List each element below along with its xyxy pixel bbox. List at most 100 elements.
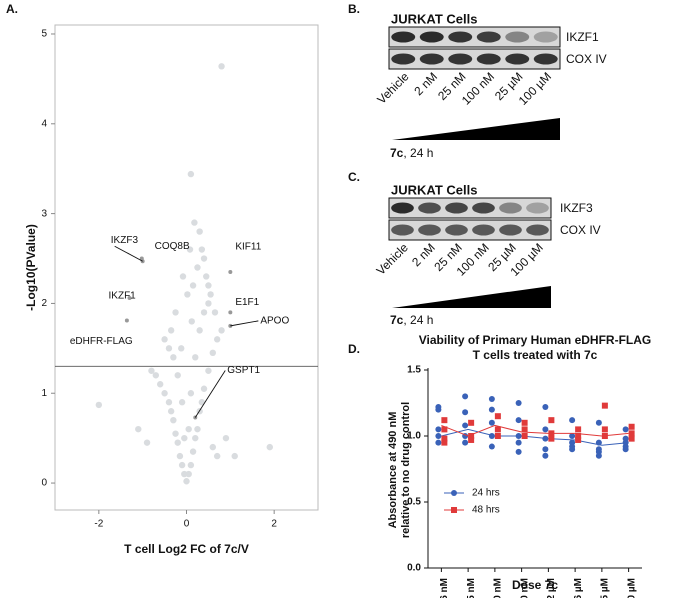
x-tick-label: 25 µM	[600, 578, 611, 598]
point	[167, 327, 175, 334]
replicate-point	[575, 436, 582, 443]
point	[189, 448, 197, 455]
point	[181, 434, 188, 442]
replicate-point	[595, 452, 602, 459]
point	[196, 327, 203, 334]
replicate-point	[468, 436, 475, 443]
replicate-point	[468, 433, 475, 439]
y-axis-label: relative to no drug control	[400, 402, 412, 538]
gene-point	[127, 296, 132, 301]
x-tick-label: 2 µM	[546, 578, 557, 598]
replicate-point	[515, 417, 522, 424]
replicate-point	[628, 435, 635, 442]
gene-label: GSPT1	[227, 365, 260, 376]
replicate-point	[494, 433, 501, 439]
replicate-point	[435, 406, 442, 413]
point	[161, 390, 168, 397]
point	[172, 309, 179, 316]
point	[187, 170, 195, 178]
x-tick-label: 0	[184, 519, 190, 530]
gene-label: APOO	[260, 316, 289, 327]
point	[135, 425, 142, 433]
point	[194, 425, 201, 433]
point	[205, 282, 212, 289]
point	[186, 246, 194, 253]
row-label: COX IV	[560, 223, 601, 237]
leader-line	[194, 370, 226, 418]
lane-label: 100 nM	[459, 69, 497, 107]
point	[187, 390, 195, 397]
x-axis-label: T cell Log2 FC of 7c/V	[124, 542, 249, 556]
band	[533, 31, 558, 43]
replicate-point	[462, 409, 469, 416]
legend-marker	[451, 507, 457, 513]
point	[178, 461, 186, 469]
leader-line	[230, 320, 259, 327]
replicate-point	[488, 419, 495, 426]
point	[179, 273, 187, 280]
point	[209, 443, 216, 451]
band	[476, 53, 501, 65]
replicate-point	[488, 433, 495, 439]
x-tick-label: 400 nM	[519, 578, 530, 598]
replicate-point	[441, 439, 448, 446]
replicate-point	[521, 433, 528, 439]
panel-label: B.	[348, 2, 360, 16]
point	[183, 478, 190, 485]
replicate-point	[462, 422, 469, 429]
replicate-point	[542, 452, 549, 459]
y-tick-label: 5	[41, 29, 47, 40]
gene-label: COQ8B	[155, 241, 190, 252]
replicate-point	[595, 439, 602, 446]
point	[143, 439, 151, 446]
point	[198, 399, 206, 406]
gene-point	[228, 310, 233, 315]
y-axis-label: Absorbance at 490 nM	[387, 412, 399, 529]
point	[95, 401, 103, 409]
gene-label: eDHFR-FLAG	[70, 336, 133, 347]
point	[192, 354, 199, 361]
point	[170, 416, 177, 424]
point	[178, 345, 185, 352]
replicate-point	[435, 433, 442, 439]
legend-marker	[451, 490, 457, 496]
point	[266, 443, 273, 451]
panel-label: C.	[348, 170, 360, 184]
treatment-time: , 24 h	[403, 313, 433, 327]
point	[184, 291, 191, 298]
replicate-point	[441, 417, 448, 424]
band	[391, 31, 416, 43]
band	[448, 53, 473, 65]
point	[174, 372, 181, 379]
y-tick-label: 0.0	[407, 563, 421, 574]
replicate-point	[515, 439, 522, 446]
point	[211, 309, 219, 316]
replicate-point	[575, 433, 582, 439]
replicate-point	[515, 448, 522, 455]
band	[418, 224, 441, 236]
band	[445, 202, 468, 214]
point	[194, 264, 201, 271]
lane-label: Vehicle	[374, 69, 411, 106]
replicate-point	[441, 426, 448, 433]
band	[505, 53, 530, 65]
gene-label: KIF11	[235, 242, 261, 253]
replicate-point	[494, 426, 501, 433]
replicate-point	[548, 430, 555, 437]
point	[181, 470, 188, 478]
replicate-point	[435, 439, 442, 446]
point	[196, 228, 203, 235]
x-tick-label: 2	[271, 519, 277, 530]
chart-title: Viability of Primary Human eDHFR-FLAG	[419, 333, 651, 347]
replicate-point	[488, 443, 495, 450]
replicate-point	[462, 393, 469, 400]
point	[157, 381, 164, 388]
band	[391, 202, 414, 214]
point	[167, 408, 175, 415]
band	[499, 224, 522, 236]
y-tick-label: 1	[41, 388, 47, 399]
point	[188, 318, 195, 325]
band	[526, 224, 549, 236]
replicate-point	[601, 433, 608, 439]
leader-line	[114, 245, 143, 262]
